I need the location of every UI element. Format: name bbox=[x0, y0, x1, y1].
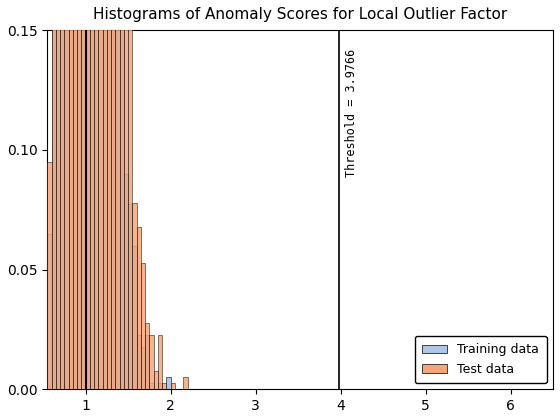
Bar bbox=[183, 377, 188, 389]
Bar bbox=[132, 203, 137, 389]
Bar bbox=[153, 371, 158, 389]
Bar bbox=[124, 173, 128, 389]
Bar bbox=[48, 234, 52, 389]
Bar bbox=[99, 0, 102, 389]
Bar bbox=[115, 0, 120, 389]
Bar bbox=[107, 0, 111, 389]
Bar bbox=[120, 0, 124, 389]
Bar bbox=[94, 0, 99, 389]
Bar bbox=[90, 0, 94, 389]
Bar bbox=[124, 0, 128, 389]
Bar bbox=[86, 0, 90, 389]
Title: Histograms of Anomaly Scores for Local Outlier Factor: Histograms of Anomaly Scores for Local O… bbox=[93, 7, 507, 22]
Bar bbox=[99, 0, 102, 389]
Bar bbox=[48, 162, 52, 389]
Bar bbox=[111, 0, 115, 389]
Bar bbox=[150, 336, 153, 389]
Bar bbox=[137, 336, 141, 389]
Bar bbox=[111, 0, 115, 389]
Bar bbox=[102, 0, 107, 389]
Bar bbox=[171, 383, 175, 389]
Bar bbox=[128, 0, 132, 389]
Bar bbox=[77, 0, 81, 389]
Bar bbox=[120, 0, 124, 389]
Bar bbox=[64, 0, 69, 389]
Bar bbox=[158, 383, 162, 389]
Bar bbox=[162, 383, 166, 389]
Bar bbox=[94, 0, 99, 389]
Bar bbox=[64, 0, 69, 389]
Bar bbox=[81, 0, 86, 389]
Bar bbox=[52, 30, 56, 389]
Bar bbox=[132, 246, 137, 389]
Bar bbox=[86, 0, 90, 389]
Bar bbox=[56, 0, 60, 389]
Bar bbox=[150, 383, 153, 389]
Bar bbox=[73, 0, 77, 389]
Bar bbox=[145, 323, 150, 389]
Bar bbox=[73, 0, 77, 389]
Bar bbox=[102, 0, 107, 389]
Bar bbox=[158, 336, 162, 389]
Bar bbox=[115, 0, 120, 389]
Legend: Training data, Test data: Training data, Test data bbox=[415, 336, 547, 383]
Bar bbox=[77, 0, 81, 389]
Bar bbox=[60, 0, 64, 389]
Bar bbox=[90, 0, 94, 389]
Bar bbox=[166, 377, 171, 389]
Bar bbox=[69, 0, 73, 389]
Bar bbox=[69, 0, 73, 389]
Bar bbox=[145, 336, 150, 389]
Text: Threshold = 3.9766: Threshold = 3.9766 bbox=[346, 49, 358, 178]
Bar bbox=[137, 228, 141, 389]
Bar bbox=[60, 0, 64, 389]
Bar bbox=[141, 347, 145, 389]
Bar bbox=[81, 0, 86, 389]
Bar bbox=[141, 263, 145, 389]
Bar bbox=[107, 0, 111, 389]
Bar bbox=[128, 204, 132, 389]
Bar bbox=[56, 0, 60, 389]
Bar bbox=[52, 0, 56, 389]
